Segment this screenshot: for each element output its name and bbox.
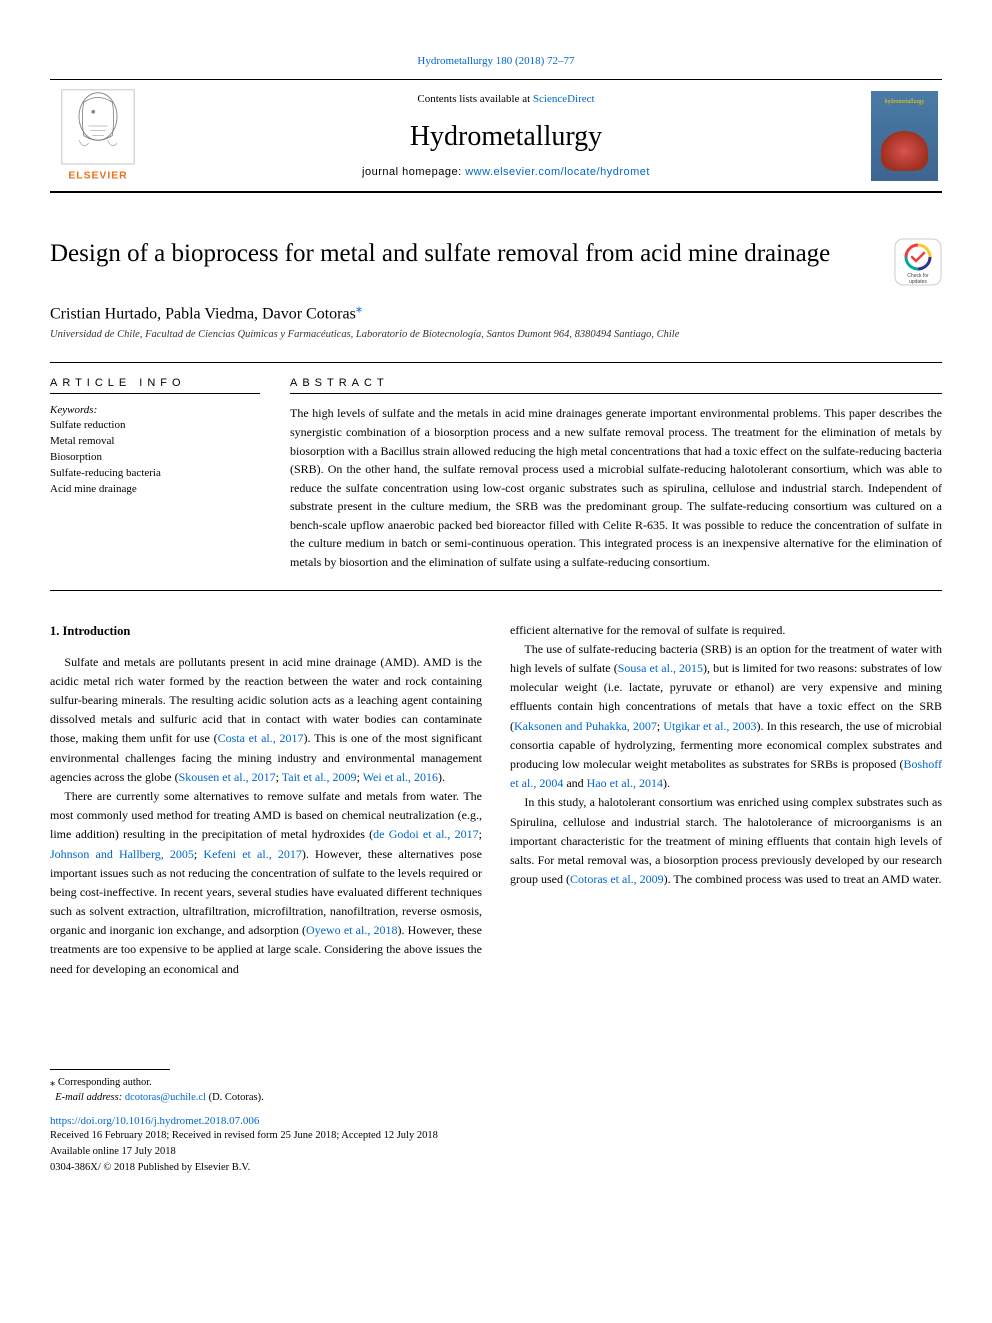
citation-link[interactable]: Tait et al., 2009 bbox=[282, 770, 357, 784]
keyword: Biosorption bbox=[50, 450, 260, 466]
citation-link[interactable]: Cotoras et al., 2009 bbox=[570, 872, 664, 886]
keyword: Sulfate reduction bbox=[50, 418, 260, 434]
keywords-label: Keywords: bbox=[50, 404, 260, 416]
journal-name: Hydrometallurgy bbox=[165, 121, 847, 153]
paragraph: There are currently some alternatives to… bbox=[50, 787, 482, 979]
citation-link[interactable]: Costa et al., 2017 bbox=[218, 731, 304, 745]
homepage-link[interactable]: www.elsevier.com/locate/hydromet bbox=[465, 166, 650, 178]
paragraph: efficient alternative for the removal of… bbox=[510, 621, 942, 640]
body-column-left: 1. Introduction Sulfate and metals are p… bbox=[50, 621, 482, 979]
citation-link[interactable]: Hao et al., 2014 bbox=[587, 776, 663, 790]
paragraph: In this study, a halotolerant consortium… bbox=[510, 793, 942, 889]
citation-link[interactable]: Sousa et al., 2015 bbox=[618, 661, 703, 675]
article-info-label: ARTICLE INFO bbox=[50, 377, 260, 389]
keyword: Acid mine drainage bbox=[50, 482, 260, 498]
doi-link-row: https://doi.org/10.1016/j.hydromet.2018.… bbox=[50, 1115, 942, 1127]
citation-link[interactable]: Kaksonen and Puhakka, 2007 bbox=[514, 719, 657, 733]
body-column-right: efficient alternative for the removal of… bbox=[510, 621, 942, 979]
citation-link[interactable]: de Godoi et al., 2017 bbox=[373, 827, 479, 841]
corresponding-footnote: ⁎ Corresponding author. bbox=[50, 1076, 942, 1091]
contents-available: Contents lists available at ScienceDirec… bbox=[165, 93, 847, 105]
citation-link[interactable]: Oyewo et al., 2018 bbox=[306, 923, 398, 937]
abstract-label: ABSTRACT bbox=[290, 377, 942, 389]
sciencedirect-link[interactable]: ScienceDirect bbox=[533, 93, 595, 105]
keywords-list: Sulfate reduction Metal removal Biosorpt… bbox=[50, 418, 260, 498]
svg-text:updates: updates bbox=[909, 279, 927, 285]
citation-link[interactable]: Wei et al., 2016 bbox=[363, 770, 438, 784]
affiliation: Universidad de Chile, Facultad de Cienci… bbox=[50, 329, 942, 340]
journal-header: ELSEVIER Contents lists available at Sci… bbox=[50, 79, 942, 193]
citation-link[interactable]: Kefeni et al., 2017 bbox=[203, 847, 301, 861]
svg-text:ELSEVIER: ELSEVIER bbox=[68, 170, 127, 181]
citation-link[interactable]: Utgikar et al., 2003 bbox=[663, 719, 756, 733]
citation-link[interactable]: Skousen et al., 2017 bbox=[179, 770, 276, 784]
article-title: Design of a bioprocess for metal and sul… bbox=[50, 238, 894, 269]
paragraph: Sulfate and metals are pollutants presen… bbox=[50, 653, 482, 787]
email-link[interactable]: dcotoras@uchile.cl bbox=[125, 1092, 206, 1103]
authors: Cristian Hurtado, Pabla Viedma, Davor Co… bbox=[50, 300, 942, 323]
email-footnote: E-mail address: dcotoras@uchile.cl (D. C… bbox=[50, 1091, 942, 1106]
keyword: Sulfate-reducing bacteria bbox=[50, 466, 260, 482]
elsevier-logo: ELSEVIER bbox=[50, 80, 145, 191]
keyword: Metal removal bbox=[50, 434, 260, 450]
crossmark-badge[interactable]: Check for updates bbox=[894, 238, 942, 286]
doi-link[interactable]: https://doi.org/10.1016/j.hydromet.2018.… bbox=[50, 1115, 259, 1127]
corresponding-marker: ⁎ bbox=[356, 300, 363, 315]
journal-homepage: journal homepage: www.elsevier.com/locat… bbox=[165, 166, 847, 178]
journal-cover: hydrometallurgy bbox=[867, 80, 942, 191]
citation-link[interactable]: Johnson and Hallberg, 2005 bbox=[50, 847, 194, 861]
abstract-text: The high levels of sulfate and the metal… bbox=[290, 404, 942, 571]
top-citation-link[interactable]: Hydrometallurgy 180 (2018) 72–77 bbox=[417, 55, 574, 67]
paragraph: The use of sulfate-reducing bacteria (SR… bbox=[510, 640, 942, 794]
top-citation: Hydrometallurgy 180 (2018) 72–77 bbox=[50, 55, 942, 67]
article-history: Received 16 February 2018; Received in r… bbox=[50, 1128, 942, 1175]
section-heading: 1. Introduction bbox=[50, 621, 482, 641]
